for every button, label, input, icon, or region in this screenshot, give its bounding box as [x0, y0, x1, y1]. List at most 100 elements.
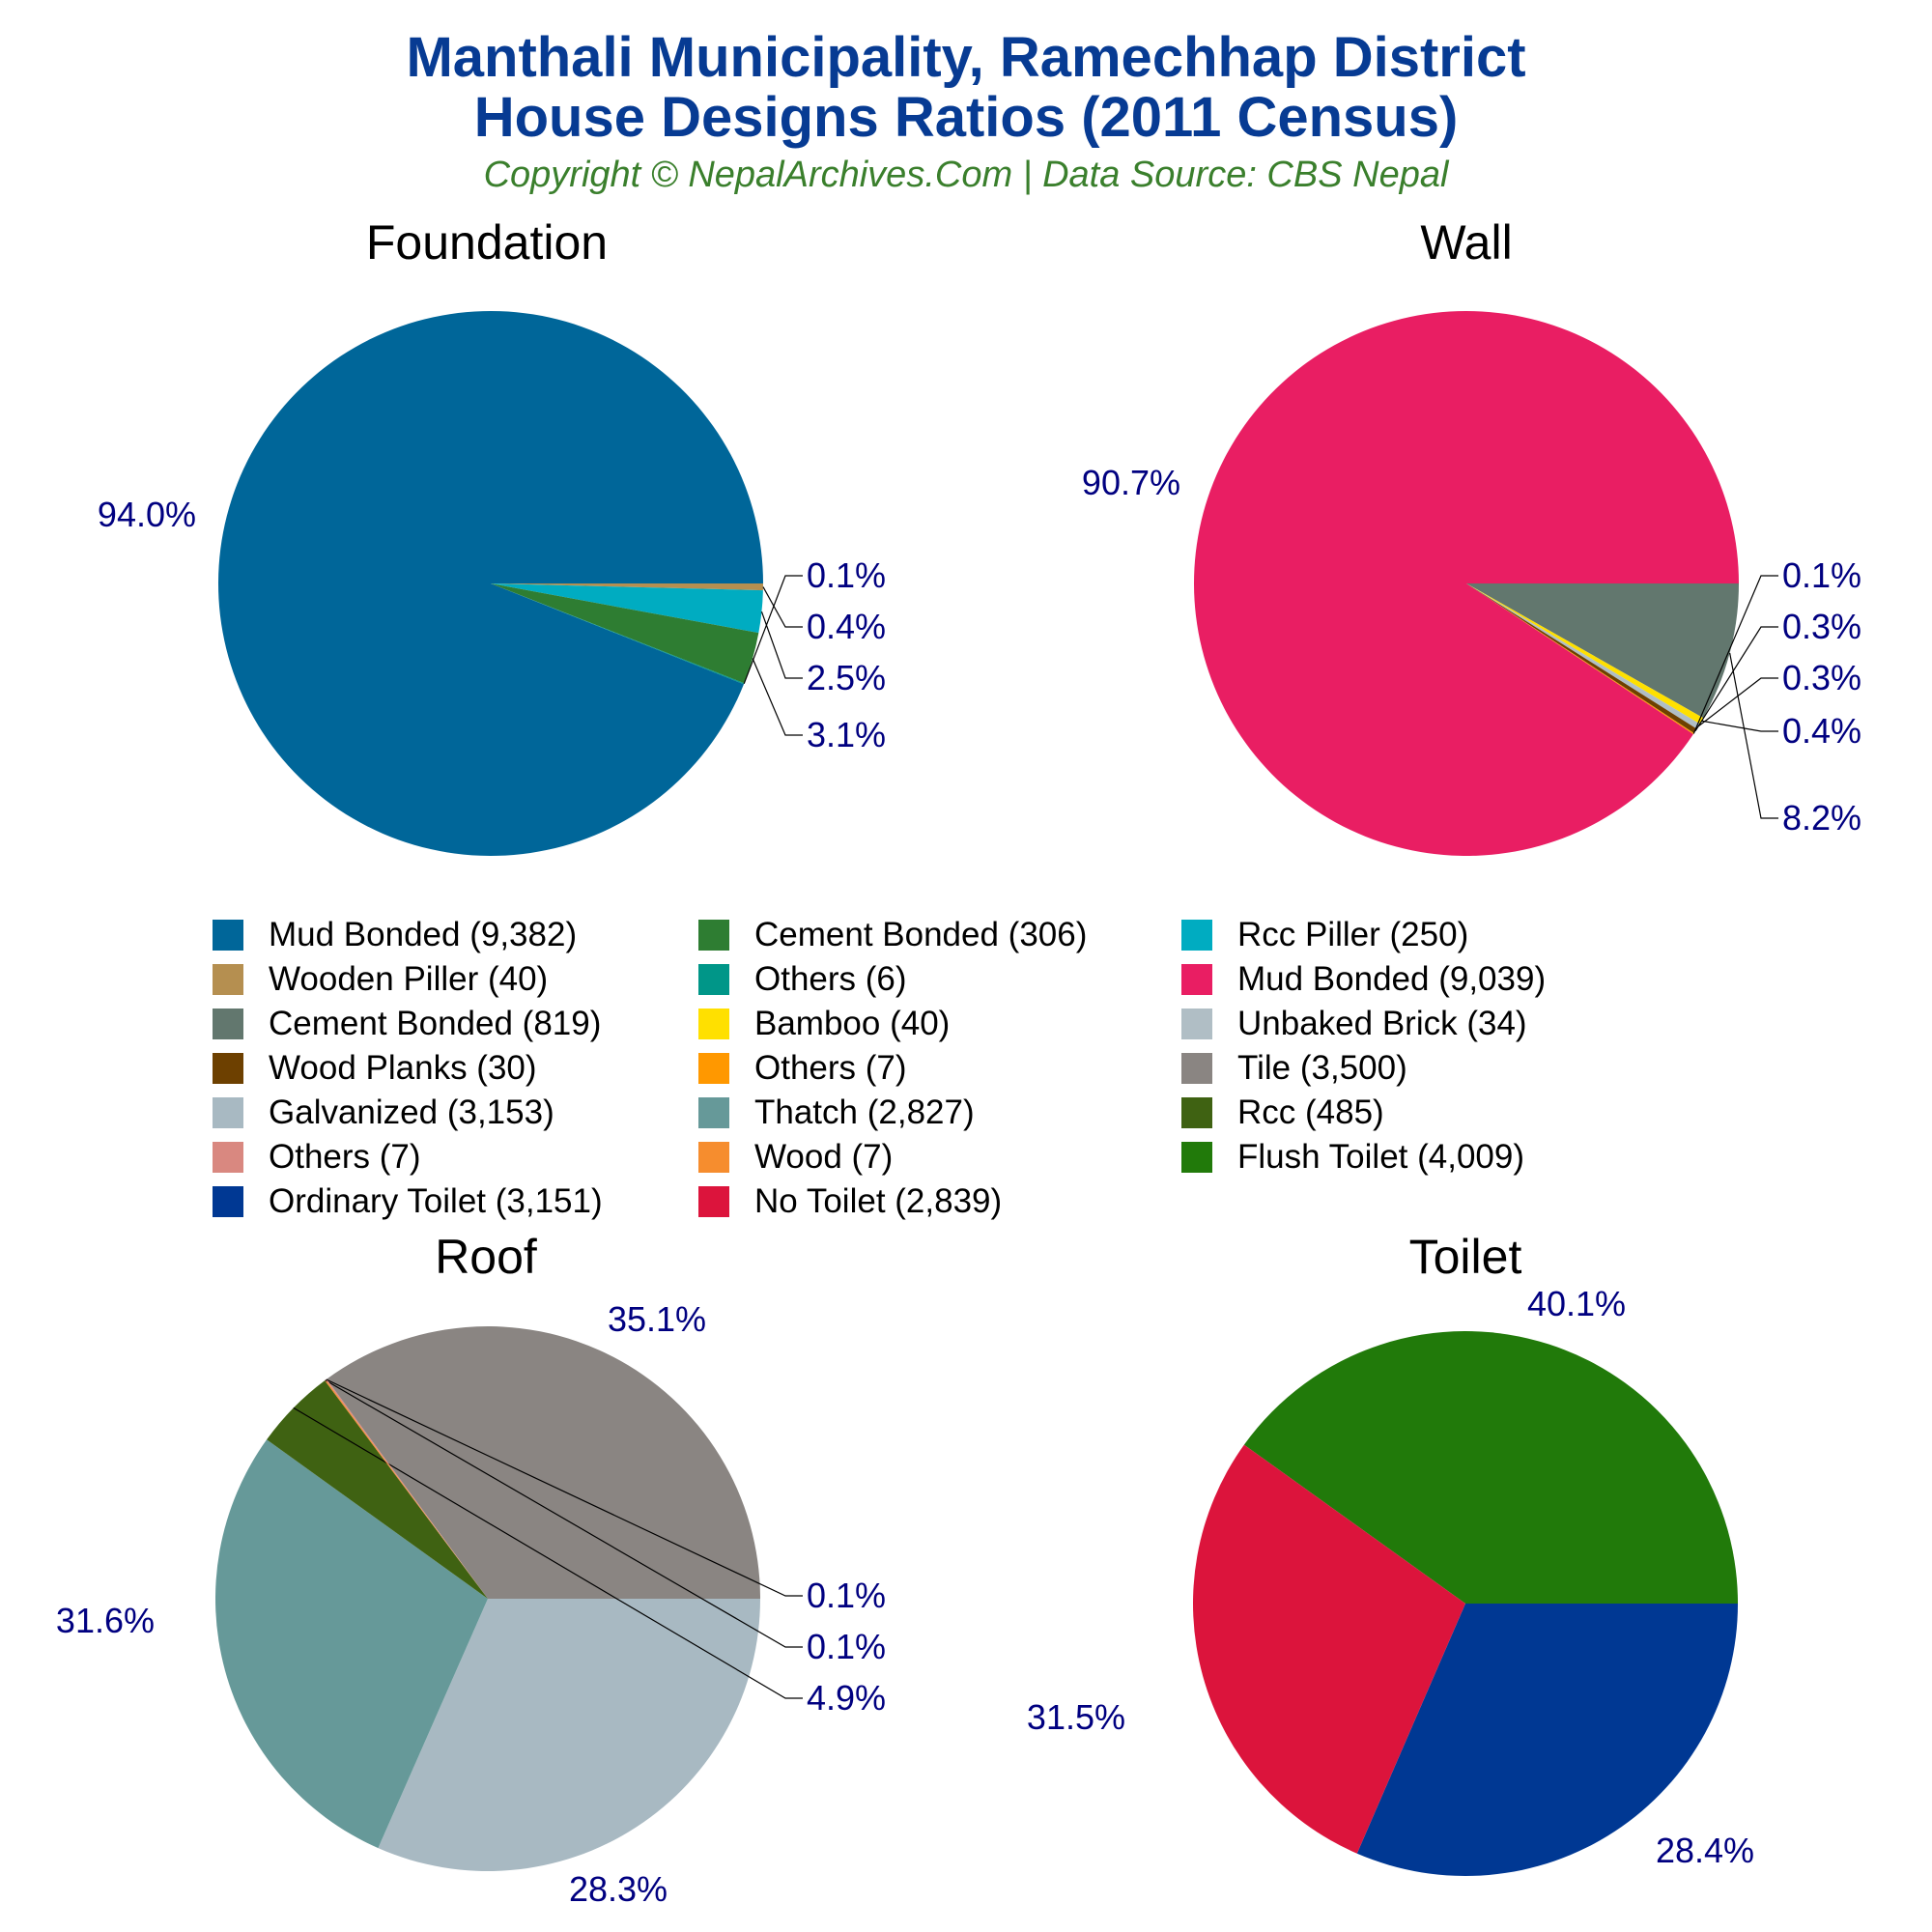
legend-swatch [698, 1009, 729, 1039]
pie-slice-toilet-2 [1193, 1444, 1465, 1854]
legend-label: Thatch (2,827) [754, 1094, 975, 1131]
legend-swatch [213, 964, 243, 995]
legend-item: Cement Bonded (306) [698, 916, 1087, 954]
legend-label: Others (7) [269, 1138, 421, 1176]
pie-leader-line [762, 586, 803, 628]
pie-leader-line [325, 1379, 803, 1648]
pie-slice-toilet-0 [1243, 1331, 1738, 1604]
legend-swatch [1181, 1097, 1212, 1128]
legend-item: Ordinary Toilet (3,151) [213, 1182, 603, 1221]
legend-label: Ordinary Toilet (3,151) [269, 1182, 603, 1220]
legend-swatch [213, 920, 243, 951]
pie-title-toilet: Toilet [1409, 1230, 1522, 1284]
pie-slice-wall-4 [1466, 583, 1697, 733]
pie-title-wall: Wall [1420, 215, 1512, 270]
pie-percent-label: 4.9% [807, 1678, 886, 1718]
legend-item: Mud Bonded (9,382) [213, 916, 577, 954]
pie-percent-label: 0.1% [1782, 555, 1861, 595]
legend-item: Unbaked Brick (34) [1181, 1005, 1527, 1043]
legend-label: Tile (3,500) [1237, 1049, 1407, 1087]
legend-item: Galvanized (3,153) [213, 1094, 554, 1132]
chart-title-line-1: Manthali Municipality, Ramechhap Distric… [406, 26, 1526, 89]
pie-leader-line [326, 1378, 803, 1597]
pie-slice-roof-4 [325, 1379, 488, 1599]
legend-item: Wood (7) [698, 1138, 893, 1177]
pie-slice-roof-0 [327, 1325, 761, 1599]
pie-percent-label: 8.2% [1782, 798, 1861, 838]
legend-label: Wooden Piller (40) [269, 960, 549, 998]
legend-swatch [213, 1142, 243, 1173]
legend-label: Wood (7) [754, 1138, 894, 1176]
legend-swatch [698, 1186, 729, 1217]
pie-chart-roof: Roof 35.1% 31.6% 28.3% 4.9% 0.1% 0.1% [56, 1230, 886, 1909]
pie-slice-roof-1 [378, 1599, 760, 1871]
pie-slice-roof-2 [215, 1439, 488, 1849]
pie-leader-line [1692, 575, 1778, 734]
legend-item: Cement Bonded (819) [213, 1005, 601, 1043]
legend-label: Mud Bonded (9,382) [269, 916, 578, 953]
legend-swatch [1181, 1053, 1212, 1084]
pie-percent-label: 28.3% [569, 1869, 668, 1909]
legend-swatch [1181, 920, 1212, 951]
legend-item: Wooden Piller (40) [213, 960, 548, 999]
legend-item: Others (7) [213, 1138, 421, 1177]
pie-slice-foundation-1 [491, 583, 763, 591]
pie-percent-label: 90.7% [1082, 463, 1180, 502]
legend-swatch [698, 964, 729, 995]
legend-swatch [1181, 1009, 1212, 1039]
pie-percent-label: 0.1% [807, 1576, 886, 1615]
pie-chart-wall: Wall 90.7% 8.2% 0.4% 0.3% 0.3% 0.1% [1082, 215, 1861, 857]
legend-swatch [213, 1053, 243, 1084]
pie-percent-label: 0.1% [807, 555, 886, 595]
pie-slice-roof-3 [267, 1380, 488, 1599]
legend-item: Rcc Piller (250) [1181, 916, 1468, 954]
legend-item: Flush Toilet (4,009) [1181, 1138, 1524, 1177]
legend-label: Rcc (485) [1237, 1094, 1384, 1131]
pie-percent-label: 0.3% [1782, 658, 1861, 697]
legend-label: Unbaked Brick (34) [1237, 1005, 1527, 1042]
legend-item: Rcc (485) [1181, 1094, 1384, 1132]
pie-leader-line [743, 575, 803, 685]
legend-label: Cement Bonded (306) [754, 916, 1088, 953]
pie-slice-wall-5 [1466, 583, 1694, 734]
legend-item: Others (7) [698, 1049, 907, 1088]
pie-leader-line [752, 658, 803, 736]
pie-percent-label: 35.1% [608, 1299, 706, 1339]
pie-percent-label: 94.0% [98, 495, 196, 534]
pie-leader-line [1697, 677, 1778, 727]
legend-label: Galvanized (3,153) [269, 1094, 554, 1131]
legend-item: Thatch (2,827) [698, 1094, 975, 1132]
legend-item: Wood Planks (30) [213, 1049, 537, 1088]
pie-leader-line [293, 1406, 803, 1699]
pie-percent-label: 0.1% [807, 1627, 886, 1666]
pie-leader-line [1701, 720, 1778, 732]
pie-percent-label: 31.5% [1027, 1697, 1125, 1737]
legend-item: Mud Bonded (9,039) [1181, 960, 1546, 999]
pie-slice-wall-2 [1466, 583, 1704, 724]
pie-percent-label: 28.4% [1656, 1831, 1754, 1870]
chart-subtitle: Copyright © NepalArchives.Com | Data Sou… [483, 155, 1449, 195]
legend-label: No Toilet (2,839) [754, 1182, 1003, 1220]
pie-leader-line [1729, 652, 1778, 819]
legend-swatch [1181, 1142, 1212, 1173]
legend-swatch [698, 1053, 729, 1084]
legend-label: Wood Planks (30) [269, 1049, 537, 1087]
legend-item: Others (6) [698, 960, 907, 999]
pie-slice-roof-5 [326, 1378, 488, 1599]
pie-slice-foundation-2 [491, 583, 763, 634]
pie-title-foundation: Foundation [366, 215, 608, 270]
pie-percent-label: 3.1% [807, 715, 886, 754]
pie-percent-label: 0.3% [1782, 607, 1861, 646]
pie-percent-label: 31.6% [56, 1601, 155, 1640]
pie-chart-foundation: Foundation 94.0% 0.4% 2.5% 3.1% 0.1% [98, 215, 886, 856]
pie-percent-label: 0.4% [807, 607, 886, 646]
pie-title-roof: Roof [435, 1230, 537, 1284]
legend-swatch [1181, 964, 1212, 995]
pie-percent-label: 40.1% [1527, 1284, 1626, 1323]
chart-legend: Mud Bonded (9,382) Cement Bonded (306) Rcc… [213, 916, 1719, 1230]
legend-label: Rcc Piller (250) [1237, 916, 1469, 953]
legend-label: Flush Toilet (4,009) [1237, 1138, 1525, 1176]
